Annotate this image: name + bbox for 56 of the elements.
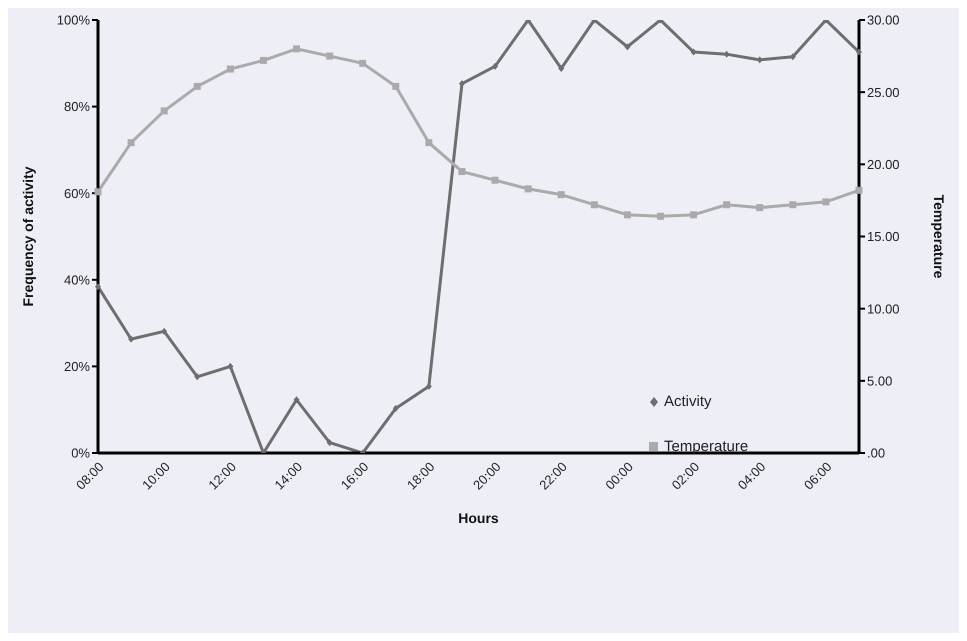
y-axis-title: Frequency of activity [20, 166, 36, 307]
x-axis-title: Hours [458, 510, 499, 526]
point [624, 43, 630, 50]
point [558, 64, 564, 72]
point [161, 328, 168, 335]
y-tick-label: 20% [64, 359, 90, 374]
point [194, 373, 200, 380]
y-tick-label: 40% [64, 272, 90, 288]
point [492, 62, 498, 70]
point [492, 176, 499, 184]
point [392, 404, 399, 412]
point [94, 188, 102, 196]
point [326, 52, 334, 60]
point [293, 45, 300, 52]
y2-axis-title: Temperature [931, 194, 948, 279]
y2-tick-label: 15.00 [867, 229, 900, 244]
point [724, 50, 730, 58]
y2-tick-label: 30.00 [867, 12, 900, 28]
point [194, 82, 201, 90]
point [756, 204, 764, 212]
point [128, 139, 135, 146]
point [624, 211, 631, 218]
point [160, 107, 168, 114]
point [359, 60, 366, 67]
point [524, 185, 532, 192]
y-tick-label: 60% [64, 186, 90, 201]
point [260, 56, 267, 64]
point [822, 198, 830, 206]
y-tick-label: 100% [56, 12, 90, 28]
point [590, 201, 598, 208]
point [458, 168, 466, 176]
legend-label: Temperature [664, 438, 748, 455]
y-tick-label: 80% [64, 99, 90, 114]
y2-tick-label: 25.00 [867, 84, 900, 100]
y2-tick-label: 20.00 [867, 156, 900, 172]
legend-label: Activity [664, 393, 712, 410]
point [690, 211, 698, 218]
point [856, 48, 862, 56]
y2-tick-label: 5.00 [867, 373, 892, 388]
point [227, 362, 234, 370]
point [789, 201, 796, 208]
y-tick-label: 0% [71, 446, 90, 461]
point [856, 186, 862, 194]
point [128, 336, 134, 343]
y2-tick-label: .00 [867, 446, 886, 461]
point [226, 66, 234, 73]
point [95, 283, 101, 290]
point [425, 139, 432, 146]
point [326, 439, 333, 446]
y2-tick-label: 10.00 [867, 301, 900, 316]
point [723, 201, 730, 208]
point [656, 212, 664, 220]
point [294, 396, 300, 404]
point [558, 191, 565, 198]
point [756, 56, 763, 64]
point [392, 82, 400, 90]
